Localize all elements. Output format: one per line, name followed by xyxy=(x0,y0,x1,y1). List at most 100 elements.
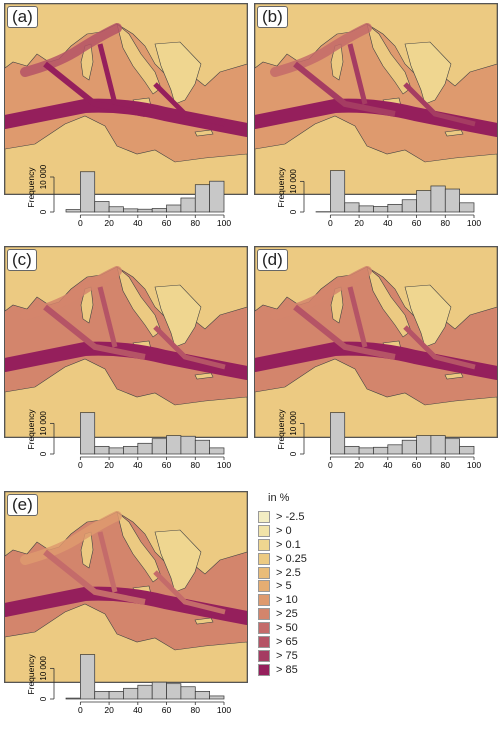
coastal-band xyxy=(270,266,372,320)
panel-label-a: (a) xyxy=(7,6,38,28)
y-tick-label: 10 000 xyxy=(39,411,48,436)
map-panel-d: (d) xyxy=(254,246,498,438)
histogram-bar xyxy=(137,442,153,455)
map-panel-b: (b) xyxy=(254,3,498,195)
histogram-bar xyxy=(123,208,139,213)
histogram-bar xyxy=(166,435,182,455)
histogram-bar xyxy=(194,439,210,455)
histogram-bar xyxy=(358,205,374,213)
land-south xyxy=(5,358,247,437)
legend-item: > 85 xyxy=(258,663,378,677)
x-tick-label: 60 xyxy=(162,705,172,715)
x-tick-label: 100 xyxy=(467,218,481,228)
island-crete xyxy=(194,129,214,137)
x-tick-label: 20 xyxy=(104,218,114,228)
legend-swatch xyxy=(258,635,270,648)
land-italy xyxy=(116,266,162,338)
legend-swatch xyxy=(258,608,270,621)
y-tick-label: 10 000 xyxy=(289,411,298,436)
coastal-band xyxy=(20,23,122,77)
map-panel-c: (c) xyxy=(4,246,248,438)
histogram-bar xyxy=(123,445,139,455)
legend-item: > 65 xyxy=(258,635,378,649)
legend-label: > 0.25 xyxy=(276,552,307,565)
legend-item: > 0 xyxy=(258,524,378,538)
legend-label: > 65 xyxy=(276,635,298,648)
land-balkans xyxy=(404,41,452,105)
ship-impact-map-d xyxy=(255,247,497,437)
legend-label: > 85 xyxy=(276,663,298,676)
x-tick-label: 100 xyxy=(467,460,481,470)
x-tick-label: 80 xyxy=(441,218,451,228)
y-tick-label: 0 xyxy=(39,696,48,701)
histogram-bar xyxy=(151,208,167,213)
histogram-bar xyxy=(209,180,225,213)
coastal-band xyxy=(270,23,372,77)
legend-swatch xyxy=(258,538,270,551)
histogram-e: 010 000Frequency020406080100annual mean … xyxy=(26,654,231,717)
histogram-bar xyxy=(194,184,210,213)
legend-item: > 25 xyxy=(258,607,378,621)
x-tick-label: 100 xyxy=(217,218,231,228)
legend-label: > 5 xyxy=(276,580,292,593)
histogram-bar xyxy=(94,445,110,455)
y-axis-label: Frequency xyxy=(26,409,36,450)
histogram-bar xyxy=(94,690,110,700)
histogram-bar xyxy=(123,687,139,700)
x-tick-label: 0 xyxy=(78,460,83,470)
histogram-bar xyxy=(344,445,360,455)
land-south xyxy=(5,603,247,682)
legend-item: > -2.5 xyxy=(258,510,378,524)
legend-label: > 2.5 xyxy=(276,566,301,579)
shipping-lane xyxy=(97,286,118,348)
x-tick-label: 20 xyxy=(354,218,364,228)
color-legend: in % > -2.5 > 0 > 0.1 > 0.25 > 2.5 > 5 > 10 > 2… xyxy=(258,492,378,677)
land-italy xyxy=(116,511,162,583)
x-tick-label: 40 xyxy=(133,705,143,715)
shipping-lane xyxy=(153,570,226,615)
histogram-bar xyxy=(80,654,96,700)
y-axis-label: Frequency xyxy=(26,167,36,208)
x-axis-label: annual mean ship impact (%) xyxy=(347,228,457,230)
legend-swatch xyxy=(258,649,270,662)
x-tick-label: 100 xyxy=(217,705,231,715)
legend-swatch xyxy=(258,663,270,676)
x-tick-label: 80 xyxy=(191,705,201,715)
island-crete xyxy=(194,617,214,625)
coastal-band xyxy=(20,266,122,320)
legend-swatch xyxy=(258,552,270,565)
legend-item: > 2.5 xyxy=(258,566,378,580)
histogram-bar xyxy=(180,686,196,700)
histogram-bar xyxy=(444,188,460,213)
histogram-b: 010 000Frequency020406080100annual mean … xyxy=(276,167,481,230)
x-tick-label: 0 xyxy=(78,705,83,715)
legend-swatch xyxy=(258,580,270,593)
histogram-a: 010 000Frequency020406080100annual mean … xyxy=(26,164,231,230)
x-tick-label: 60 xyxy=(162,218,172,228)
ship-impact-map-e xyxy=(5,492,247,682)
histogram-bar xyxy=(166,204,182,213)
y-tick-label: 10 000 xyxy=(39,656,48,681)
shipping-lane xyxy=(347,43,368,105)
histogram-bar xyxy=(108,206,124,213)
histogram-bar xyxy=(137,684,153,700)
y-tick-label: 0 xyxy=(39,209,48,214)
shipping-lane xyxy=(403,325,476,370)
histogram-bar xyxy=(373,446,389,455)
y-tick-label: 10 000 xyxy=(39,164,48,189)
shipping-lane xyxy=(153,325,226,370)
shipping-lane xyxy=(403,82,476,127)
histogram-bar xyxy=(330,170,346,213)
x-tick-label: 20 xyxy=(104,460,114,470)
histogram-bar xyxy=(430,435,446,455)
histogram-bar xyxy=(344,202,360,213)
shipping-lane xyxy=(347,286,368,348)
histogram-bar xyxy=(387,444,403,455)
x-tick-label: 100 xyxy=(217,460,231,470)
x-axis-label: annual mean ship impact (%) xyxy=(97,470,207,472)
island-crete xyxy=(444,129,464,137)
histogram-bar xyxy=(180,197,196,213)
legend-label: > 75 xyxy=(276,649,298,662)
histogram-bar xyxy=(387,203,403,213)
x-tick-label: 80 xyxy=(191,460,201,470)
